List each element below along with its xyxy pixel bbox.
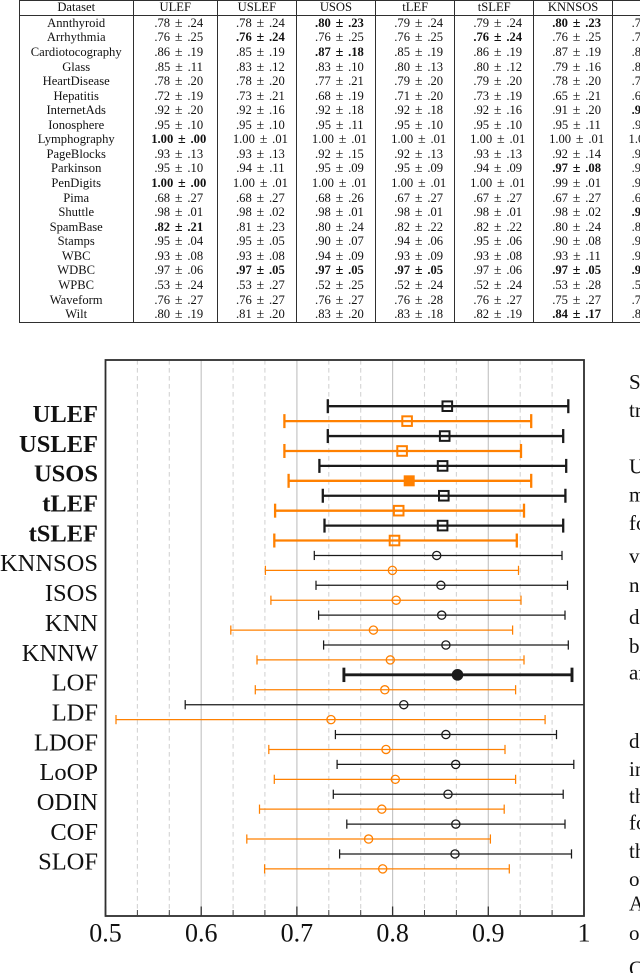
svg-text:KNNSOS: KNNSOS bbox=[0, 550, 98, 577]
svg-text:LDOF: LDOF bbox=[34, 729, 98, 756]
svg-text:ne: ne bbox=[629, 573, 640, 597]
svg-text:1: 1 bbox=[578, 919, 591, 948]
svg-text:for: for bbox=[629, 811, 640, 835]
svg-text:KNNW: KNNW bbox=[22, 640, 99, 667]
svg-text:ou: ou bbox=[629, 867, 640, 891]
svg-text:LDF: LDF bbox=[52, 699, 98, 726]
svg-text:tSLEF: tSLEF bbox=[29, 520, 98, 547]
svg-text:ULEF: ULEF bbox=[33, 401, 98, 428]
svg-text:tLEF: tLEF bbox=[42, 491, 98, 518]
svg-text:me: me bbox=[629, 483, 640, 507]
svg-text:do: do bbox=[629, 729, 640, 753]
svg-text:COF: COF bbox=[50, 819, 98, 846]
svg-text:LOF: LOF bbox=[52, 670, 98, 697]
svg-text:Se: Se bbox=[629, 370, 640, 394]
svg-text:on: on bbox=[629, 921, 640, 945]
svg-text:de: de bbox=[629, 605, 640, 629]
svg-text:Co: Co bbox=[629, 957, 640, 973]
svg-text:be: be bbox=[629, 634, 640, 658]
svg-text:0.5: 0.5 bbox=[89, 919, 122, 948]
svg-text:0.7: 0.7 bbox=[281, 919, 314, 948]
svg-text:0.9: 0.9 bbox=[472, 919, 505, 948]
svg-text:va: va bbox=[629, 544, 640, 568]
svg-text:tr: tr bbox=[629, 398, 640, 422]
svg-text:0.8: 0.8 bbox=[376, 919, 409, 948]
svg-text:0.6: 0.6 bbox=[185, 919, 218, 948]
svg-text:for: for bbox=[629, 511, 640, 535]
svg-text:ODIN: ODIN bbox=[37, 789, 99, 816]
svg-text:USLEF: USLEF bbox=[19, 431, 98, 458]
svg-text:an: an bbox=[629, 661, 640, 685]
svg-text:the: the bbox=[629, 784, 640, 808]
svg-text:An: An bbox=[629, 892, 640, 916]
svg-text:USOS: USOS bbox=[34, 461, 98, 488]
svg-text:Us: Us bbox=[629, 455, 640, 479]
svg-text:the: the bbox=[629, 839, 640, 863]
svg-text:in: in bbox=[629, 757, 640, 781]
svg-text:LoOP: LoOP bbox=[39, 759, 98, 786]
svg-text:KNN: KNN bbox=[45, 610, 98, 637]
svg-text:ISOS: ISOS bbox=[45, 580, 98, 607]
svg-text:SLOF: SLOF bbox=[38, 849, 98, 876]
